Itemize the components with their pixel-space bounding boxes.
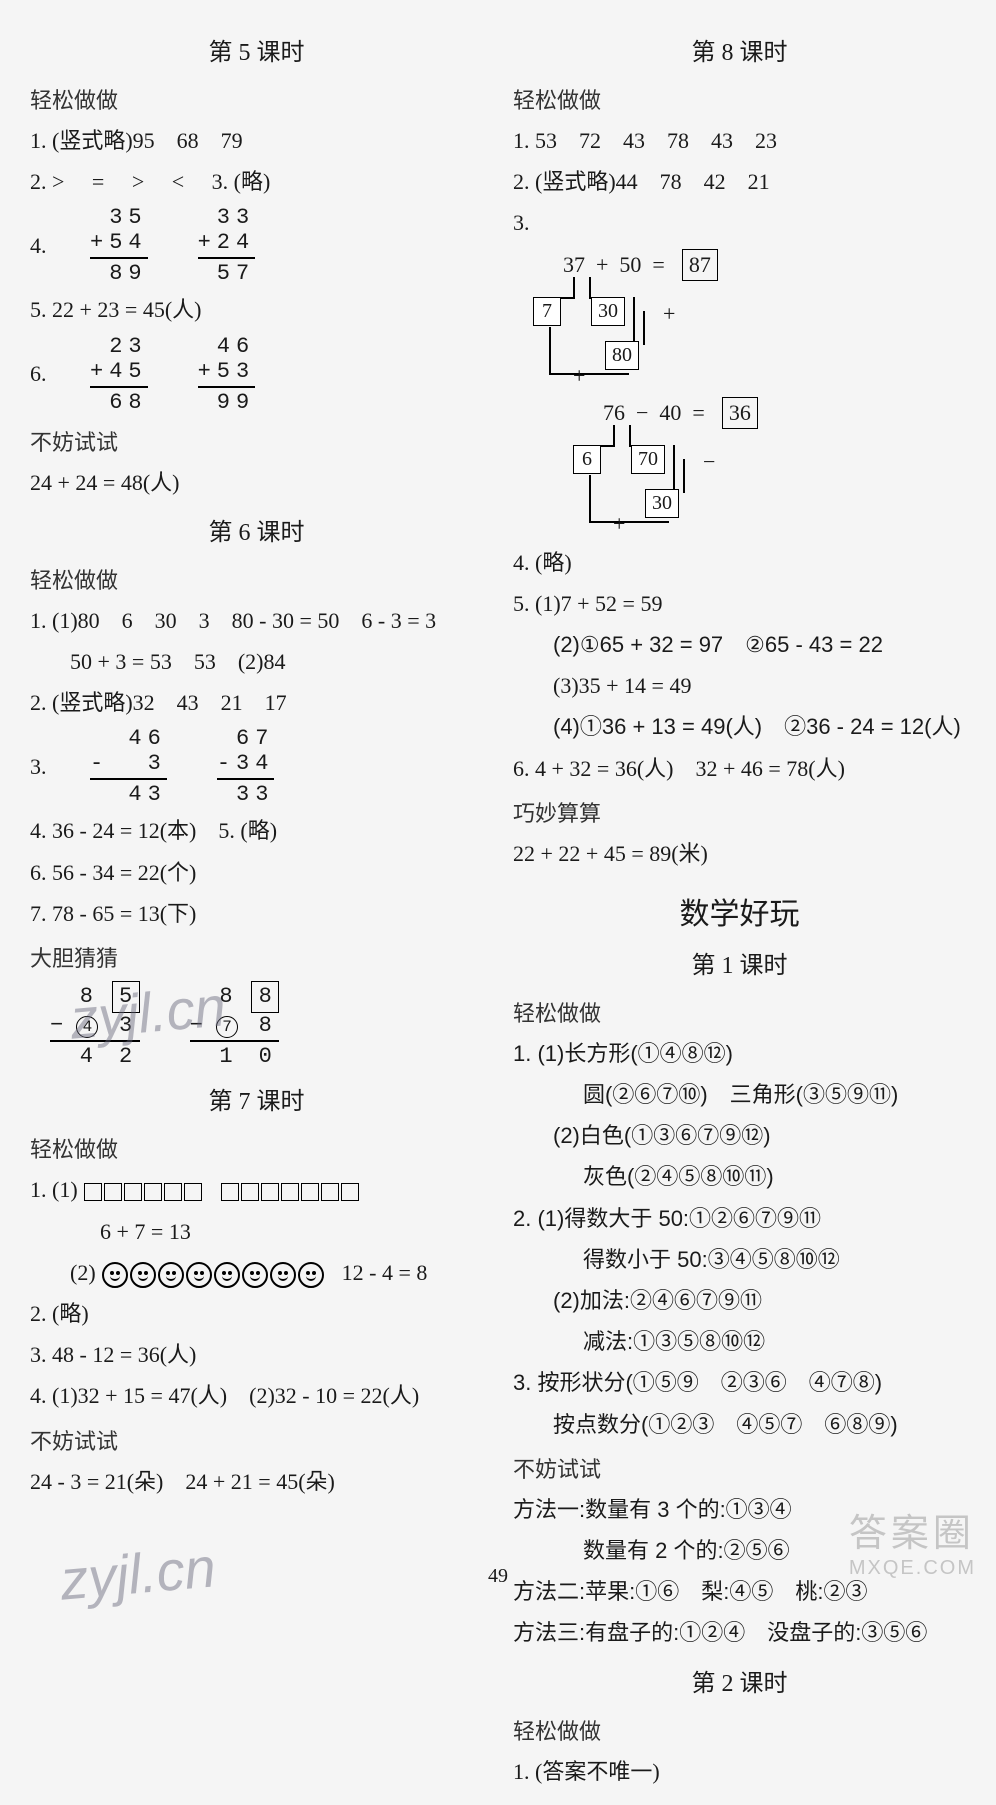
l8-q4: 4. (略) (513, 545, 966, 580)
l7-q3: 3. 48 - 12 = 36(人) (30, 1337, 483, 1372)
fl1-t1b: 数量有 2 个的:②⑤⑥ (513, 1533, 966, 1568)
page-number: 49 (488, 1565, 508, 1588)
vertical-calc: 67 -34 33 (217, 726, 275, 807)
fl1-q1a2: 圆(②⑥⑦⑩) 三角形(③⑤⑨⑪) (513, 1077, 966, 1112)
try-header: 不妨试试 (513, 1452, 966, 1484)
easy-header: 轻松做做 (30, 1132, 483, 1164)
l5-q1: 1. (竖式略)95 68 79 (30, 123, 483, 158)
l6-q4: 4. 36 - 24 = 12(本) 5. (略) (30, 813, 483, 848)
lesson8-title: 第 8 课时 (513, 32, 966, 67)
right-column: 第 8 课时 轻松做做 1. 53 72 43 78 43 23 2. (竖式略… (513, 20, 966, 1795)
fl1-q3b: 按点数分(①②③ ④⑤⑦ ⑥⑧⑨) (513, 1407, 966, 1442)
l7-q2: 2. (略) (30, 1296, 483, 1331)
easy-header: 轻松做做 (30, 563, 483, 595)
fl1-q2a: 2. (1)得数大于 50:①②⑥⑦⑨⑪ (513, 1201, 966, 1236)
easy-header: 轻松做做 (513, 83, 966, 115)
lesson6-title: 第 6 课时 (30, 512, 483, 547)
fl1-q1b: (2)白色(①③⑥⑦⑨⑫) (513, 1118, 966, 1153)
l8-q5d: (4)①36 + 13 = 49(人) ②36 - 24 = 12(人) (513, 709, 966, 744)
q-label: 3. (30, 754, 60, 780)
l6-q6: 6. 56 - 34 = 22(个) (30, 855, 483, 890)
vertical-calc: 46 - 3 43 (90, 726, 167, 807)
fl1-q3a: 3. 按形状分(①⑤⑨ ②③⑥ ④⑦⑧) (513, 1365, 966, 1400)
lesson5-title: 第 5 课时 (30, 32, 483, 67)
l5-q5: 5. 22 + 23 = 45(人) (30, 292, 483, 327)
vertical-calc: 46 +53 99 (198, 334, 256, 415)
vertical-calc: 8 8 − 7 8 1 0 (190, 981, 280, 1070)
l8-q3label: 3. (513, 205, 966, 240)
try-header: 不妨试试 (30, 1424, 483, 1456)
l8-q6: 6. 4 + 32 = 36(人) 32 + 46 = 78(人) (513, 751, 966, 786)
l6-q7: 7. 78 - 65 = 13(下) (30, 896, 483, 931)
fl1-t2: 方法二:苹果:①⑥ 梨:④⑤ 桃:②③ (513, 1574, 966, 1609)
easy-header: 轻松做做 (513, 1714, 966, 1746)
l6-q1b: 50 + 3 = 53 53 (2)84 (30, 644, 483, 679)
l8-q5b: (2)①65 + 32 = 97 ②65 - 43 = 22 (513, 627, 966, 662)
fun-lesson1-title: 第 1 课时 (513, 945, 966, 980)
fl1-t3: 方法三:有盘子的:①②④ 没盘子的:③⑤⑥ (513, 1615, 966, 1650)
split-diagram-1: 37 + 50 = 87 7 30 + 80 + (533, 249, 966, 389)
l5-try: 24 + 24 = 48(人) (30, 465, 483, 500)
l8-q5a: 5. (1)7 + 52 = 59 (513, 586, 966, 621)
fun-lesson2-title: 第 2 课时 (513, 1663, 966, 1698)
vertical-calc: 23 +45 68 (90, 334, 148, 415)
square-row (83, 1179, 360, 1202)
l6-q3: 3. 46 - 3 43 67 -34 33 (30, 726, 483, 807)
l7-try: 24 - 3 = 21(朵) 24 + 21 = 45(朵) (30, 1464, 483, 1499)
vertical-calc: 35 +54 89 (90, 205, 148, 286)
l7-q4: 4. (1)32 + 15 = 47(人) (2)32 - 10 = 22(人) (30, 1378, 483, 1413)
split-diagram-2: 76 − 40 = 36 6 70 − 30 + (573, 397, 966, 537)
l5-q2: 2. > = > < 3. (略) (30, 164, 483, 199)
q-label: 6. (30, 361, 60, 387)
fl1-q1a: 1. (1)长方形(①④⑧⑫) (513, 1036, 966, 1071)
vertical-calc: 33 +24 57 (198, 205, 256, 286)
l5-q6: 6. 23 +45 68 46 +53 99 (30, 334, 483, 415)
math-fun-title: 数学好玩 (513, 889, 966, 933)
l6-q2: 2. (竖式略)32 43 21 17 (30, 685, 483, 720)
easy-header: 轻松做做 (30, 83, 483, 115)
l7-q1eq: 6 + 7 = 13 (30, 1214, 483, 1249)
guess-header: 大胆猜猜 (30, 941, 483, 973)
clever-header: 巧妙算算 (513, 796, 966, 828)
smile-row (101, 1260, 331, 1285)
l5-q4: 4. 35 +54 89 33 +24 57 (30, 205, 483, 286)
fl2-q1: 1. (答案不唯一) (513, 1754, 966, 1789)
lesson7-title: 第 7 课时 (30, 1081, 483, 1116)
fl1-t1: 方法一:数量有 3 个的:①③④ (513, 1492, 966, 1527)
fl1-q2b2: 减法:①③⑤⑧⑩⑫ (513, 1324, 966, 1359)
l8-q1: 1. 53 72 43 78 43 23 (513, 123, 966, 158)
l8-clever: 22 + 22 + 45 = 89(米) (513, 836, 966, 871)
l6-guess: 8 5 − 4 3 4 2 8 8 − 7 8 1 0 (30, 981, 483, 1070)
fl1-q2a2: 得数小于 50:③④⑤⑧⑩⑫ (513, 1242, 966, 1277)
l7-q1b: (2) 12 - 4 = 8 (30, 1255, 483, 1290)
l8-q5c: (3)35 + 14 = 49 (513, 668, 966, 703)
left-column: 第 5 课时 轻松做做 1. (竖式略)95 68 79 2. > = > < … (30, 20, 483, 1795)
fl1-q1b2: 灰色(②④⑤⑧⑩⑪) (513, 1159, 966, 1194)
l8-q2: 2. (竖式略)44 78 42 21 (513, 164, 966, 199)
q-label: 4. (30, 233, 60, 259)
vertical-calc: 8 5 − 4 3 4 2 (50, 981, 140, 1070)
l6-q1a: 1. (1)80 6 30 3 80 - 30 = 50 6 - 3 = 3 (30, 603, 483, 638)
easy-header: 轻松做做 (513, 996, 966, 1028)
fl1-q2b: (2)加法:②④⑥⑦⑨⑪ (513, 1283, 966, 1318)
l7-q1: 1. (1) (30, 1172, 483, 1207)
try-header: 不妨试试 (30, 425, 483, 457)
